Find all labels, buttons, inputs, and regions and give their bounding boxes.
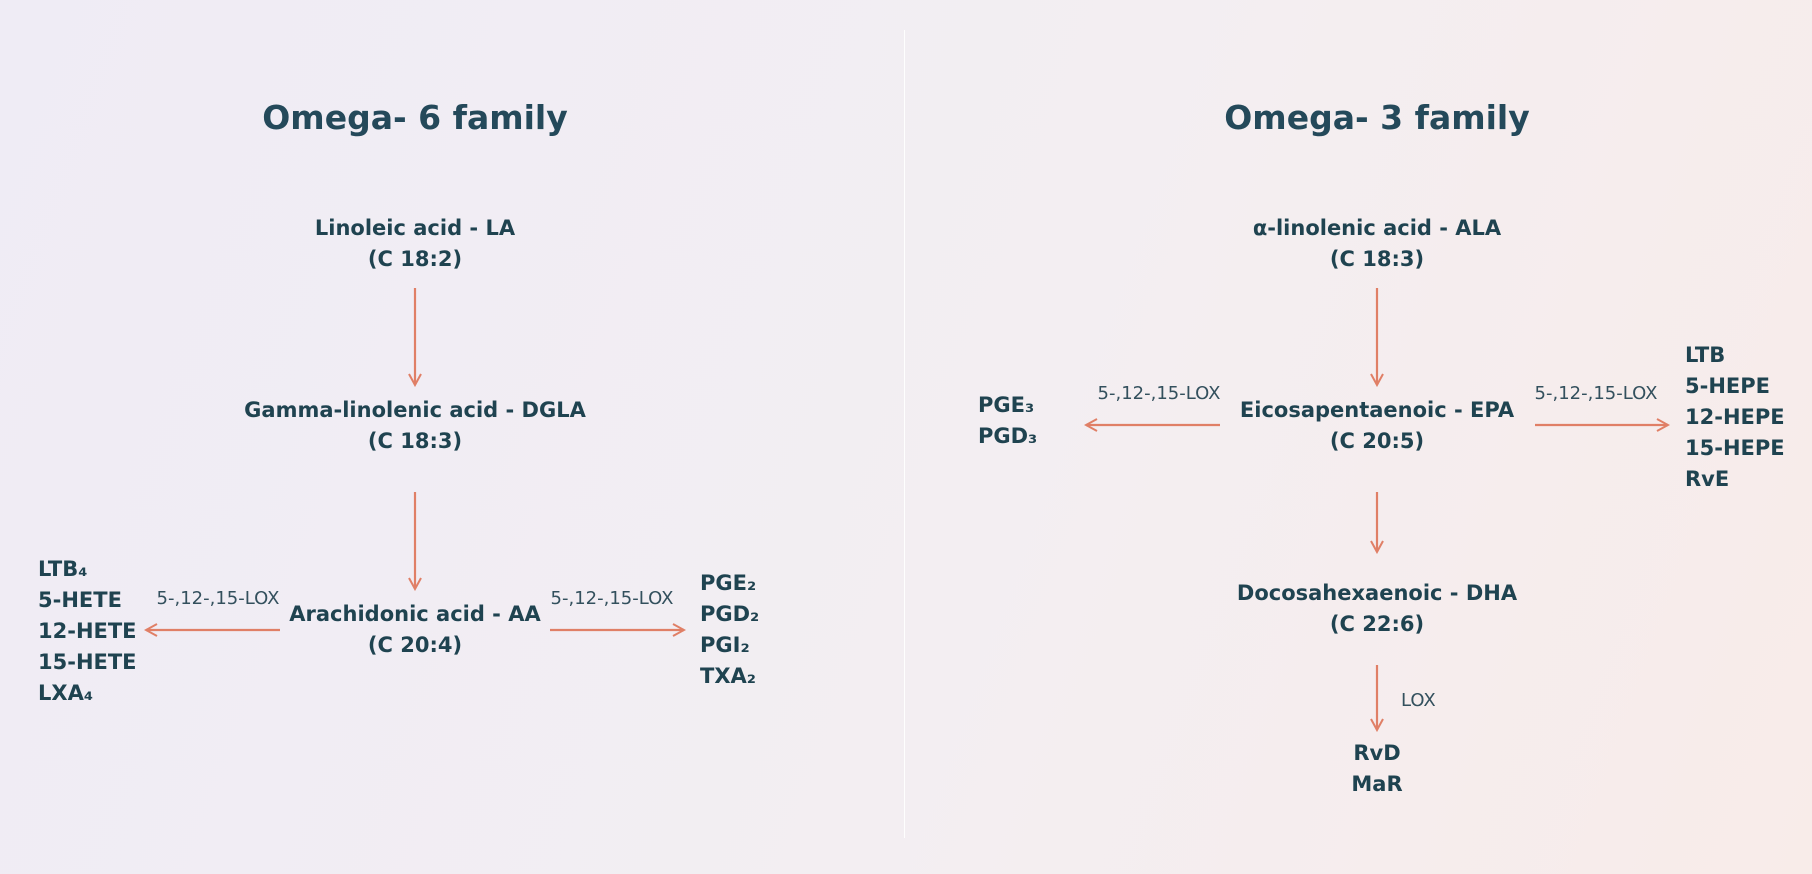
omega3-bottom-products: RvD MaR — [1351, 738, 1402, 800]
omega3-right-enzyme-label: 5-,12-,15-LOX — [1534, 383, 1658, 404]
product-item: RvE — [1685, 467, 1730, 491]
product-item: 5-HEPE — [1685, 374, 1770, 398]
product-item: PGD₂ — [700, 602, 760, 626]
node-aa-formula: (C 20:4) — [367, 633, 463, 657]
node-la-name: Linoleic acid - LA — [314, 216, 516, 240]
node-epa-formula: (C 20:5) — [1329, 429, 1425, 453]
omega6-left-enzyme-label: 5-,12-,15-LOX — [156, 588, 280, 609]
node-ala-formula: (C 18:3) — [1329, 247, 1425, 271]
omega3-title: Omega- 3 family — [1224, 98, 1530, 137]
product-item: PGE₃ — [978, 393, 1035, 417]
product-item: 5-HETE — [38, 588, 122, 612]
product-item: TXA₂ — [700, 664, 756, 688]
product-item: PGI₂ — [700, 633, 750, 657]
node-dgla: Gamma-linolenic acid - DGLA (C 18:3) — [244, 395, 586, 457]
omega3-left-enzyme-label: 5-,12-,15-LOX — [1097, 383, 1221, 404]
node-dha-name: Docosahexaenoic - DHA — [1236, 581, 1518, 605]
product-item: MaR — [1351, 772, 1403, 796]
node-dha: Docosahexaenoic - DHA (C 22:6) — [1237, 578, 1517, 640]
product-item: 15-HEPE — [1685, 436, 1785, 460]
omega6-right-products: PGE₂ PGD₂ PGI₂ TXA₂ — [700, 568, 759, 692]
node-aa: Arachidonic acid - AA (C 20:4) — [289, 599, 540, 661]
product-item: 12-HETE — [38, 619, 137, 643]
product-item: LTB — [1685, 343, 1726, 367]
panel-divider — [904, 30, 905, 838]
node-la-formula: (C 18:2) — [367, 247, 463, 271]
product-item: 12-HEPE — [1685, 405, 1785, 429]
node-ala: α-linolenic acid - ALA (C 18:3) — [1253, 213, 1501, 275]
node-ala-name: α-linolenic acid - ALA — [1252, 216, 1502, 240]
node-dgla-formula: (C 18:3) — [367, 429, 463, 453]
product-item: PGD₃ — [978, 424, 1038, 448]
product-item: LXA₄ — [38, 681, 94, 705]
omega3-lox-label: LOX — [1401, 690, 1436, 711]
product-item: RvD — [1353, 741, 1401, 765]
node-epa-name: Eicosapentaenoic - EPA — [1239, 398, 1515, 422]
node-la: Linoleic acid - LA (C 18:2) — [315, 213, 515, 275]
node-epa: Eicosapentaenoic - EPA (C 20:5) — [1240, 395, 1514, 457]
product-item: PGE₂ — [700, 571, 757, 595]
omega6-title: Omega- 6 family — [262, 98, 568, 137]
product-item: LTB₄ — [38, 557, 88, 581]
omega3-left-products: PGE₃ PGD₃ — [978, 390, 1037, 452]
node-dha-formula: (C 22:6) — [1329, 612, 1425, 636]
omega6-right-enzyme-label: 5-,12-,15-LOX — [550, 588, 674, 609]
node-dgla-name: Gamma-linolenic acid - DGLA — [244, 398, 586, 422]
node-aa-name: Arachidonic acid - AA — [289, 602, 541, 626]
product-item: 15-HETE — [38, 650, 137, 674]
omega6-left-products: LTB₄ 5-HETE 12-HETE 15-HETE LXA₄ — [38, 554, 137, 709]
omega3-right-products: LTB 5-HEPE 12-HEPE 15-HEPE RvE — [1685, 340, 1785, 495]
